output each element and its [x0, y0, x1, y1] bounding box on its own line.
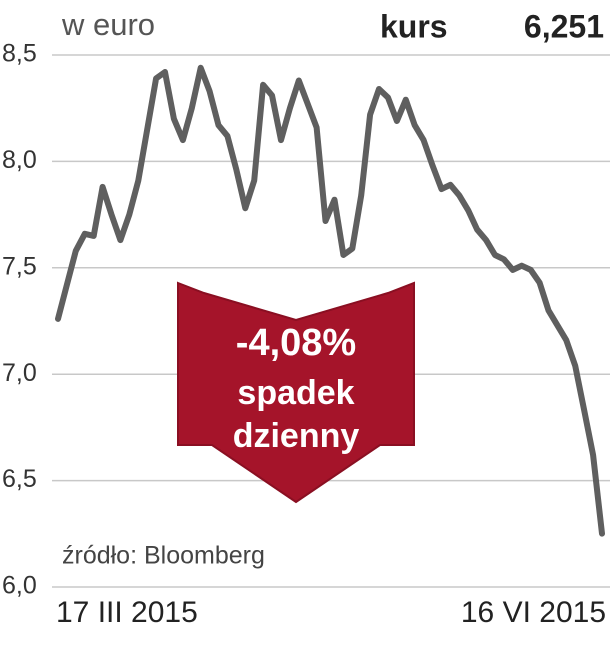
y-tick-label: 8,0 [2, 146, 37, 174]
unit-label: w euro [61, 7, 155, 42]
y-tick-label: 6,5 [2, 465, 37, 493]
x-tick-label: 17 III 2015 [56, 596, 198, 629]
annotation-line: spadek [237, 374, 354, 412]
y-tick-label: 6,0 [2, 572, 37, 600]
x-tick-label: 16 VI 2015 [461, 596, 606, 629]
source: źródło: Bloomberg [62, 542, 265, 570]
change-label: -4,08% [236, 322, 356, 364]
rate-value: 6,251 [524, 8, 604, 44]
down-arrow [177, 281, 415, 504]
y-tick-label: 7,5 [2, 252, 37, 280]
price-line [55, 64, 605, 537]
rate-label: kurs [380, 8, 448, 44]
plot [55, 64, 605, 537]
annotation-line: dzienny [233, 417, 360, 455]
y-tick-label: 7,0 [2, 359, 37, 387]
y-tick-label: 8,5 [2, 40, 37, 68]
grid: 6,0 6,5 7,0 7,5 8,0 8,5 17 III 2015 16 VI 2015 [2, 40, 610, 629]
